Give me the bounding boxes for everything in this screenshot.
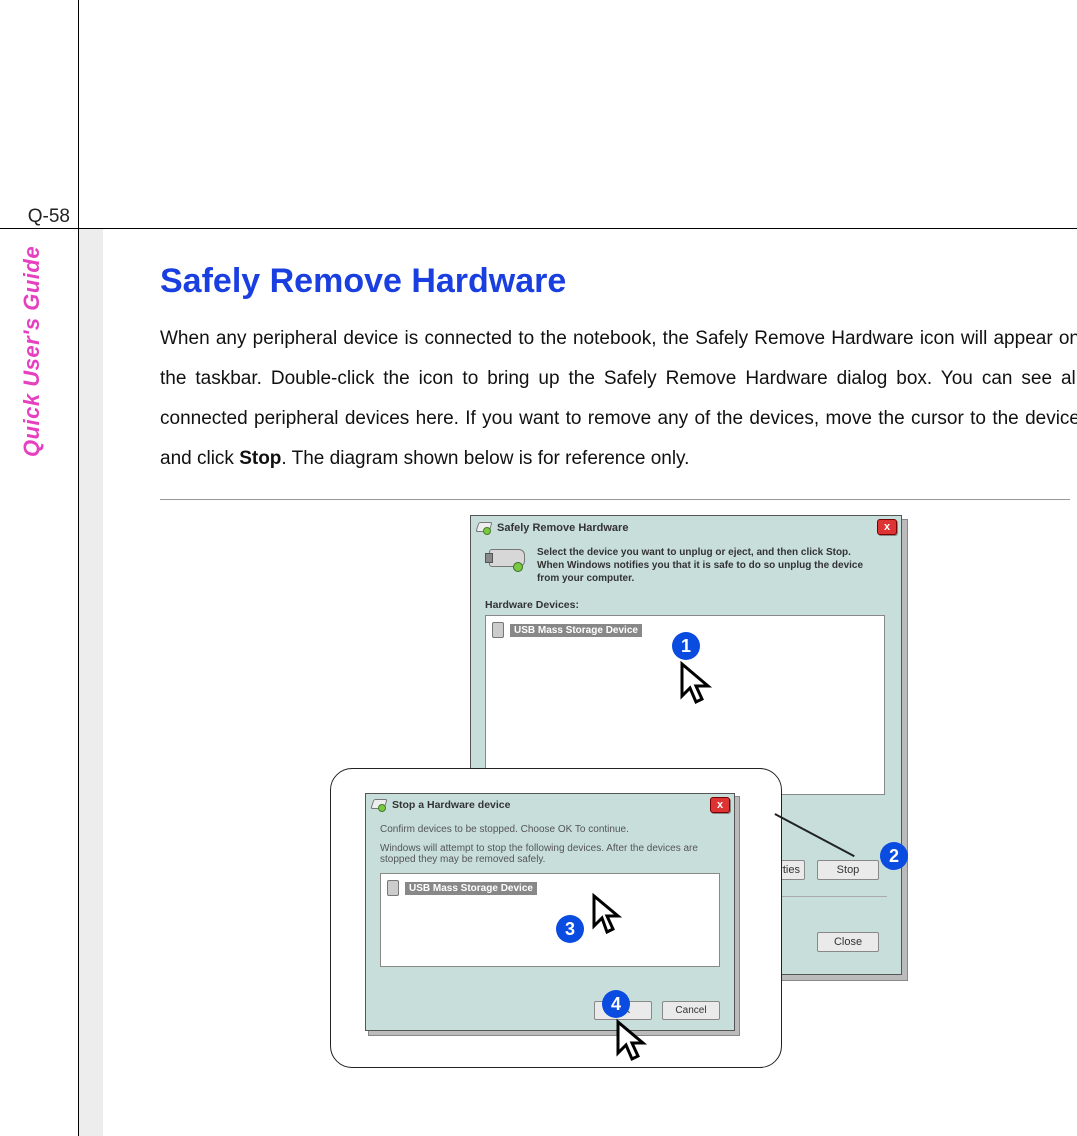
callout-2: 2 [880,842,908,870]
body-paragraph: When any peripheral device is connected … [160,319,1077,479]
hardware-icon [477,522,491,534]
para-part2: . The diagram shown below is for referen… [281,448,689,469]
dialog2-title: Stop a Hardware device [392,799,510,811]
device-list-2[interactable]: USB Mass Storage Device [380,873,720,967]
stop-hardware-dialog: Stop a Hardware device x Confirm devices… [365,793,735,1031]
page-number: Q-58 [0,206,78,228]
hardware-icon [372,799,386,811]
callout-4: 4 [602,990,630,1018]
diagram-area: Safely Remove Hardware x Select the devi… [350,500,970,1080]
stop-button[interactable]: Stop [817,860,879,880]
dialog1-close-row: Close [817,932,879,952]
instruction-row: Select the device you want to unplug or … [485,546,887,585]
device-label: USB Mass Storage Device [405,882,537,895]
page-title: Safely Remove Hardware [160,262,1077,301]
cancel-button[interactable]: Cancel [662,1001,720,1020]
hardware-devices-label: Hardware Devices: [485,599,887,611]
instruction-text: Select the device you want to unplug or … [537,546,877,585]
horizontal-rule [0,228,1077,229]
warning-text: Windows will attempt to stop the followi… [380,843,720,865]
dialog2-titlebar: Stop a Hardware device x [366,794,734,816]
cursor-icon [590,892,630,938]
dialog1-titlebar: Safely Remove Hardware x [471,516,901,540]
usb-drive-icon [485,548,527,574]
callout-3: 3 [556,915,584,943]
sidebar-label: Quick User's Guide [18,246,46,546]
device-label: USB Mass Storage Device [510,624,642,637]
margin-strip [79,229,103,1136]
cursor-icon [614,1018,656,1066]
device-icon [387,880,399,896]
close-button[interactable]: Close [817,932,879,952]
close-icon[interactable]: x [710,797,730,813]
content-area: Safely Remove Hardware When any peripher… [160,262,1077,500]
close-icon[interactable]: x [877,519,897,535]
cursor-icon [678,660,722,710]
device-row[interactable]: USB Mass Storage Device [387,880,713,896]
device-icon [492,622,504,638]
dialog1-title: Safely Remove Hardware [497,522,628,534]
dialog2-body: Confirm devices to be stopped. Choose OK… [366,816,734,975]
confirm-text: Confirm devices to be stopped. Choose OK… [380,824,720,835]
popup-frame: Stop a Hardware device x Confirm devices… [330,768,782,1068]
callout-1: 1 [672,632,700,660]
stop-word: Stop [239,448,281,469]
